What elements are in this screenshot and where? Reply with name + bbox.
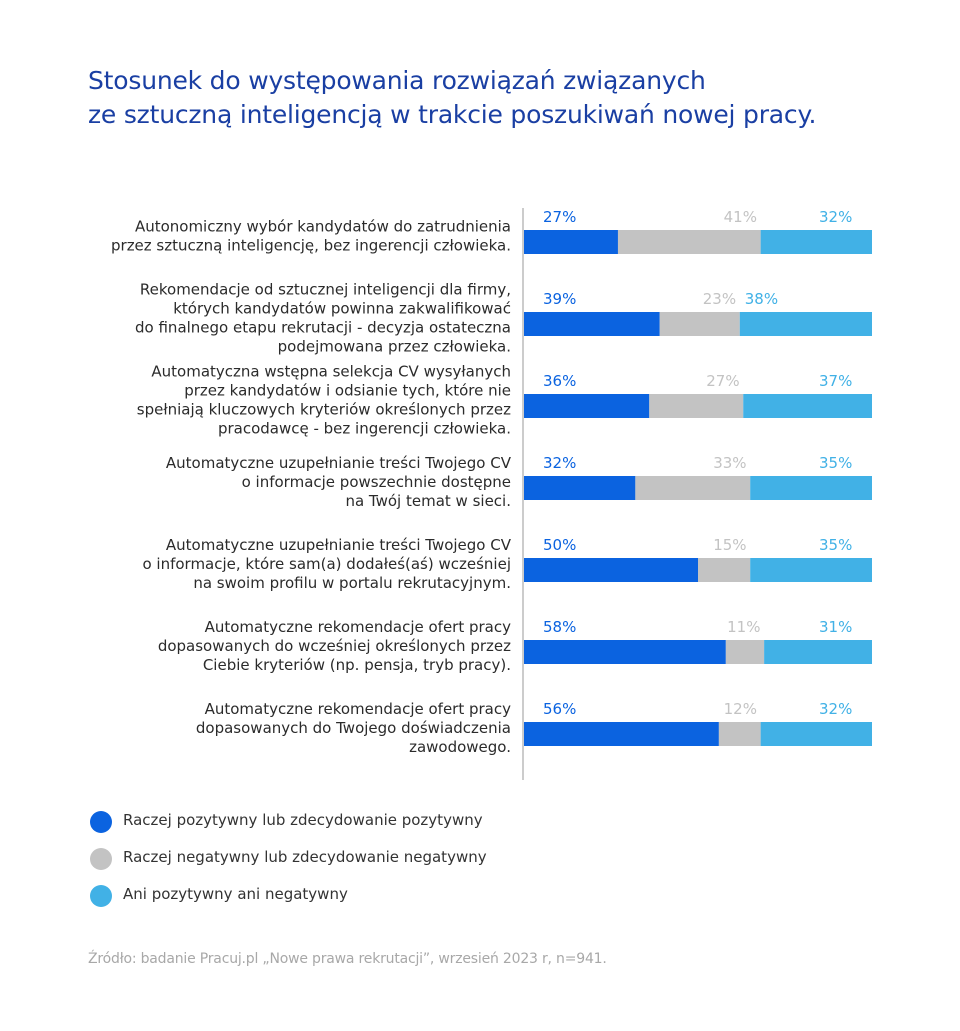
category-label-line: Automatyczna wstępna selekcja CV wysyłan… (151, 363, 511, 381)
category-label-line: Autonomiczny wybór kandydatów do zatrudn… (135, 218, 511, 236)
bar-segment-neutral (760, 230, 872, 254)
data-label-negative: 33% (713, 454, 746, 472)
bar-segment-neutral (739, 312, 872, 336)
category-label-line: przez kandydatów i odsianie tych, które … (184, 382, 511, 400)
chart-title-line-1: Stosunek do występowania rozwiązań związ… (88, 66, 706, 95)
bar-segment-positive (524, 558, 698, 582)
legend-label-negative: Raczej negatywny lub zdecydowanie negaty… (123, 848, 487, 866)
data-label-positive: 58% (543, 618, 576, 636)
category-label-line: Rekomendacje od sztucznej inteligencji d… (140, 281, 511, 299)
data-label-neutral: 32% (819, 700, 852, 718)
data-label-negative: 27% (706, 372, 739, 390)
category-label-line: o informacje powszechnie dostępne (242, 473, 511, 491)
data-label-negative: 12% (724, 700, 757, 718)
bar-segment-positive (524, 230, 618, 254)
data-label-positive: 27% (543, 208, 576, 226)
data-label-positive: 36% (543, 372, 576, 390)
bar-segment-negative (718, 722, 761, 746)
category-label-line: na swoim profilu w portalu rekrutacyjnym… (193, 574, 511, 592)
data-label-positive: 32% (543, 454, 576, 472)
legend-swatch-neutral (90, 885, 112, 907)
legend-swatch-negative (90, 848, 112, 870)
bar-segment-neutral (743, 394, 872, 418)
data-label-negative: 23% (703, 290, 736, 308)
data-label-neutral: 35% (819, 536, 852, 554)
data-label-neutral: 32% (819, 208, 852, 226)
bar-segment-positive (524, 640, 726, 664)
category-label-line: Automatyczne uzupełnianie treści Twojego… (166, 454, 512, 472)
category-label-line: Ciebie kryteriów (np. pensja, tryb pracy… (203, 656, 511, 674)
legend-swatch-positive (90, 811, 112, 833)
data-label-negative: 15% (713, 536, 746, 554)
chart-title: Stosunek do występowania rozwiązań związ… (88, 64, 908, 132)
bar-segment-neutral (750, 476, 872, 500)
data-label-negative: 11% (727, 618, 760, 636)
bar-segment-positive (524, 312, 660, 336)
bar-segment-positive (524, 722, 719, 746)
category-label-line: Automatyczne rekomendacje ofert pracy (205, 618, 512, 636)
data-label-positive: 50% (543, 536, 576, 554)
bar-segment-negative (659, 312, 740, 336)
data-label-positive: 39% (543, 290, 576, 308)
category-label-line: zawodowego. (409, 738, 511, 756)
category-label-line: do finalnego etapu rekrutacji - decyzja … (135, 319, 511, 337)
source-note: Źródło: badanie Pracuj.pl „Nowe prawa re… (88, 951, 607, 967)
bar-segment-neutral (760, 722, 872, 746)
bar-segment-negative (617, 230, 761, 254)
bar-segment-negative (725, 640, 765, 664)
bar-segment-neutral (750, 558, 872, 582)
legend-label-neutral: Ani pozytywny ani negatywny (123, 885, 348, 903)
category-label-line: na Twój temat w sieci. (345, 492, 511, 510)
chart-title-line-2: ze sztuczną inteligencją w trakcie poszu… (88, 100, 817, 129)
bar-segment-negative (649, 394, 744, 418)
category-label-line: Automatyczne rekomendacje ofert pracy (205, 700, 512, 718)
category-label-line: o informacje, które sam(a) dodałeś(aś) w… (142, 555, 511, 573)
category-label-line: przez sztuczną inteligencję, bez ingeren… (111, 237, 511, 255)
bar-segment-negative (698, 558, 751, 582)
bar-segment-neutral (764, 640, 872, 664)
category-label-line: dopasowanych do Twojego doświadczenia (196, 719, 511, 737)
legend-item-neutral: Ani pozytywny ani negatywny (90, 884, 590, 908)
legend-item-negative: Raczej negatywny lub zdecydowanie negaty… (90, 847, 590, 871)
category-label-line: Automatyczne uzupełnianie treści Twojego… (166, 536, 512, 554)
data-label-neutral: 38% (745, 290, 778, 308)
category-label-line: których kandydatów powinna zakwalifikowa… (173, 300, 511, 318)
bar-segment-positive (524, 476, 636, 500)
category-label-line: podejmowana przez człowieka. (278, 338, 511, 356)
data-label-neutral: 31% (819, 618, 852, 636)
legend-label-positive: Raczej pozytywny lub zdecydowanie pozyty… (123, 811, 483, 829)
data-label-neutral: 35% (819, 454, 852, 472)
bar-segment-positive (524, 394, 650, 418)
data-label-negative: 41% (724, 208, 757, 226)
stacked-bar-chart: Autonomiczny wybór kandydatów do zatrudn… (111, 208, 872, 780)
category-label-line: spełniają kluczowych kryteriów określony… (137, 401, 511, 419)
data-label-neutral: 37% (819, 372, 852, 390)
category-label-line: pracodawcę - bez ingerencji człowieka. (218, 420, 511, 438)
bar-segment-negative (635, 476, 751, 500)
data-label-positive: 56% (543, 700, 576, 718)
legend-item-positive: Raczej pozytywny lub zdecydowanie pozyty… (90, 810, 590, 834)
category-label-line: dopasowanych do wcześniej określonych pr… (158, 637, 511, 655)
